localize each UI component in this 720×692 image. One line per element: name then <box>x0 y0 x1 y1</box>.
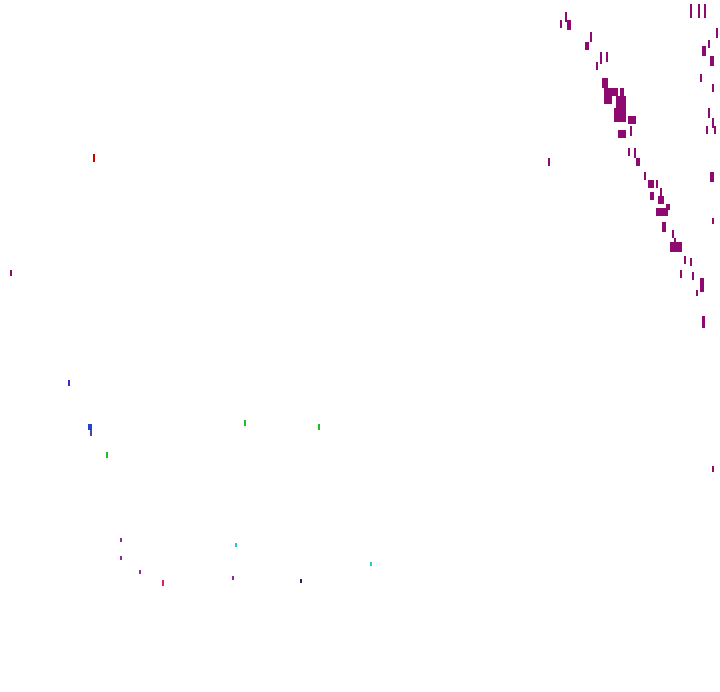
stroke-mark <box>616 96 626 108</box>
stroke-mark <box>670 242 682 252</box>
stroke-mark <box>244 420 246 426</box>
stroke-mark <box>706 126 708 134</box>
stroke-mark <box>162 580 164 586</box>
stroke-mark <box>600 52 602 64</box>
stroke-mark <box>548 158 550 166</box>
stroke-mark <box>696 290 698 296</box>
stroke-mark <box>660 188 662 196</box>
stroke-mark <box>370 562 372 566</box>
stroke-mark <box>692 272 694 280</box>
stroke-mark <box>690 4 692 18</box>
stroke-mark <box>590 32 592 42</box>
stroke-mark <box>702 316 705 328</box>
stroke-mark <box>88 424 92 430</box>
stroke-mark <box>712 466 714 472</box>
stroke-mark <box>662 222 666 232</box>
stroke-mark <box>106 452 108 458</box>
stroke-mark <box>628 116 636 124</box>
stroke-mark <box>656 180 658 188</box>
stroke-mark <box>636 158 640 166</box>
stroke-mark <box>698 4 700 18</box>
stroke-mark <box>702 46 706 56</box>
stroke-mark <box>614 108 626 122</box>
stroke-mark <box>120 538 122 542</box>
stroke-mark <box>620 88 624 96</box>
stroke-mark <box>235 543 237 547</box>
stroke-mark <box>666 204 670 210</box>
stroke-mark <box>714 126 716 134</box>
stroke-mark <box>648 180 654 188</box>
stroke-mark <box>93 154 95 162</box>
stroke-mark <box>680 270 682 278</box>
stroke-mark <box>712 218 714 224</box>
stroke-mark <box>710 56 714 66</box>
stroke-mark <box>712 118 714 128</box>
stroke-mark <box>596 62 598 70</box>
stroke-mark <box>708 40 710 48</box>
stroke-mark <box>606 52 608 62</box>
stroke-mark <box>300 579 302 583</box>
stroke-mark <box>700 74 702 82</box>
stroke-mark <box>604 88 612 104</box>
stroke-mark <box>602 78 608 88</box>
stroke-mark <box>630 126 632 136</box>
stroke-mark <box>634 148 636 158</box>
stroke-mark <box>565 12 567 22</box>
stroke-mark <box>658 196 664 204</box>
stroke-mark <box>712 84 714 92</box>
stroke-mark <box>628 148 630 156</box>
stroke-mark <box>700 278 704 292</box>
stroke-mark <box>139 570 141 574</box>
stroke-mark <box>708 108 710 118</box>
stroke-mark <box>567 20 571 30</box>
stroke-mark <box>684 256 686 264</box>
mark-layer <box>10 4 718 586</box>
stroke-mark <box>690 258 692 266</box>
stroke-mark <box>704 4 706 18</box>
stroke-mark <box>560 20 562 28</box>
stroke-mark <box>672 230 674 238</box>
stroke-mark <box>90 430 92 436</box>
stroke-mark <box>644 172 646 180</box>
stroke-mark <box>232 576 234 580</box>
stroke-mark <box>120 556 122 560</box>
stroke-mark <box>650 192 654 200</box>
stroke-mark <box>710 172 714 182</box>
stroke-mark <box>716 28 718 38</box>
stroke-mark <box>68 380 70 386</box>
stroke-mark <box>618 130 626 138</box>
stroke-mark <box>612 88 618 96</box>
stroke-mark <box>656 208 668 216</box>
stroke-mark <box>318 424 320 430</box>
stroke-mark <box>10 270 12 276</box>
stroke-mark <box>585 42 589 50</box>
